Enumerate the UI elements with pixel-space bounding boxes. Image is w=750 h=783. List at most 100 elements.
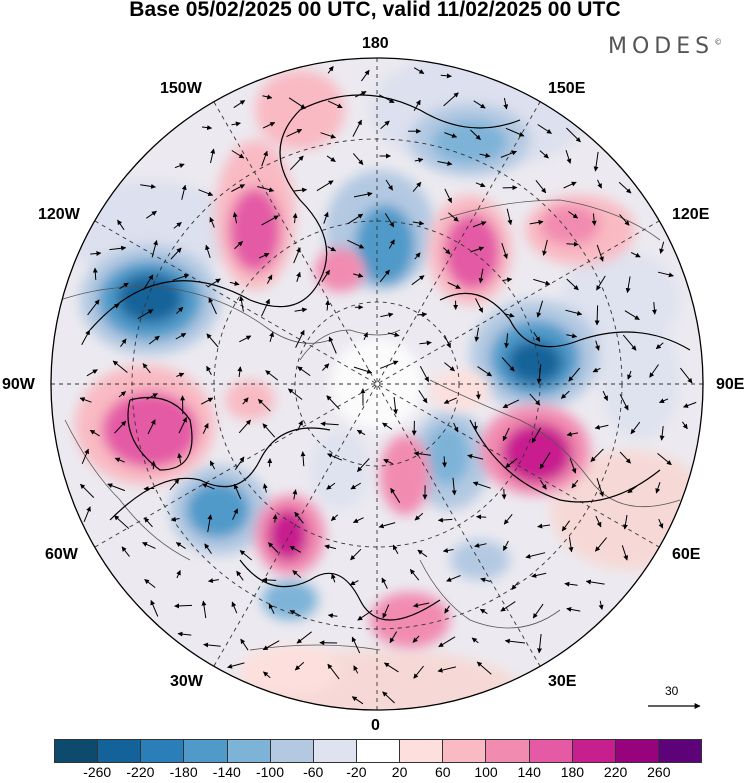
wind-arrow bbox=[272, 514, 278, 523]
wind-arrow bbox=[476, 514, 487, 520]
wind-arrow bbox=[618, 181, 632, 194]
wind-arrow bbox=[536, 364, 542, 384]
wind-arrow bbox=[203, 642, 221, 648]
wind-arrow bbox=[236, 570, 244, 581]
wind-arrow bbox=[502, 277, 513, 283]
wind-arrow bbox=[595, 340, 600, 351]
wind-arrow bbox=[296, 271, 301, 282]
wind-arrow bbox=[147, 419, 156, 435]
wind-arrow bbox=[385, 179, 394, 191]
wind-arrow bbox=[560, 390, 570, 399]
wind-arrow bbox=[627, 485, 638, 494]
wind-arrow bbox=[357, 458, 370, 472]
wind-arrow bbox=[140, 183, 156, 189]
wind-arrow bbox=[142, 274, 154, 291]
wind-arrow bbox=[322, 363, 330, 371]
modes-logo: MODES© bbox=[608, 34, 722, 59]
wind-arrow bbox=[413, 602, 430, 608]
wind-arrow bbox=[539, 452, 551, 470]
wind-arrow bbox=[568, 367, 581, 382]
wind-arrow bbox=[356, 429, 366, 436]
wind-arrow bbox=[444, 188, 452, 204]
wind-arrow bbox=[354, 91, 367, 98]
wind-arrow bbox=[571, 479, 579, 489]
wind-arrow bbox=[205, 244, 211, 259]
wind-arrow bbox=[294, 187, 308, 193]
map-title: Base 05/02/2025 00 UTC, valid 11/02/2025… bbox=[129, 0, 621, 21]
wind-arrow bbox=[351, 636, 361, 654]
wind-arrow bbox=[443, 92, 459, 107]
wind-arrow bbox=[110, 303, 120, 310]
graticule bbox=[51, 58, 703, 710]
wind-arrow bbox=[598, 600, 604, 610]
wind-arrow bbox=[537, 633, 543, 654]
wind-arrow bbox=[594, 305, 600, 326]
wind-arrow bbox=[655, 482, 661, 494]
wind-arrow bbox=[363, 331, 368, 341]
wind-arrow bbox=[177, 452, 183, 464]
negative-anomalies bbox=[80, 104, 680, 620]
wind-arrow bbox=[294, 307, 308, 313]
wind-arrow bbox=[142, 542, 156, 549]
wind-arrow bbox=[597, 179, 602, 189]
lon-label-90e: 90E bbox=[716, 376, 745, 393]
wind-arrow bbox=[266, 274, 273, 284]
wind-arrow bbox=[173, 222, 182, 229]
anomaly-field bbox=[51, 58, 703, 710]
wind-arrow bbox=[327, 66, 334, 74]
wind-arrow bbox=[144, 517, 153, 528]
wind-arrow bbox=[378, 522, 396, 529]
wind-arrow bbox=[265, 370, 279, 381]
colorbar-swatch bbox=[98, 740, 142, 762]
wind-arrow bbox=[500, 601, 516, 612]
colorbar-tick-label: -60 bbox=[303, 764, 324, 780]
wind-arrow bbox=[502, 540, 509, 551]
wind-arrow bbox=[474, 542, 487, 548]
wind-arrow bbox=[419, 365, 430, 383]
wind-arrow bbox=[382, 604, 390, 619]
colorbar-swatch bbox=[313, 740, 357, 762]
wind-arrow bbox=[347, 213, 364, 225]
wind-arrow bbox=[655, 342, 664, 350]
wind-arrow bbox=[443, 397, 457, 404]
colorbar-swatch bbox=[658, 740, 702, 762]
wind-arrow bbox=[657, 271, 674, 278]
wind-arrow bbox=[413, 67, 425, 75]
wind-arrow bbox=[170, 516, 180, 522]
wind-arrow bbox=[478, 268, 484, 284]
wind-arrow bbox=[569, 458, 577, 474]
colorbar-swatch bbox=[443, 740, 487, 762]
wind-arrow bbox=[208, 297, 217, 315]
wind-arrow bbox=[630, 252, 641, 258]
colorbar-tick-label: -220 bbox=[126, 764, 155, 780]
wind-arrow bbox=[442, 547, 454, 553]
wind-arrow bbox=[472, 481, 491, 489]
wind-arrow bbox=[413, 99, 421, 112]
wind-arrow bbox=[293, 247, 301, 264]
wind-arrow bbox=[649, 364, 659, 378]
wind-arrow bbox=[201, 483, 215, 490]
wind-arrow bbox=[537, 523, 551, 529]
wind-arrow bbox=[117, 219, 125, 231]
wind-arrow bbox=[176, 306, 184, 315]
wind-arrow bbox=[683, 401, 697, 408]
wind-arrow bbox=[201, 125, 213, 131]
wind-arrow bbox=[414, 157, 424, 163]
colorbar-tick-label: 180 bbox=[560, 764, 585, 780]
wind-arrow bbox=[529, 393, 541, 406]
wind-arrow bbox=[542, 239, 548, 256]
wind-arrow bbox=[353, 366, 373, 374]
wind-arrow bbox=[413, 665, 424, 679]
wind-arrow bbox=[240, 638, 249, 651]
wind-arrow bbox=[619, 214, 630, 226]
wind-arrow bbox=[389, 631, 398, 644]
wind-arrow bbox=[353, 272, 364, 278]
wind-arrow bbox=[446, 575, 461, 582]
wind-arrow bbox=[327, 613, 338, 619]
wind-arrow bbox=[92, 267, 98, 280]
lon-label-120e: 120E bbox=[672, 206, 710, 223]
wind-arrow bbox=[533, 332, 541, 342]
wind-arrow bbox=[381, 577, 388, 589]
wind-arrow bbox=[327, 663, 340, 680]
wind-arrow bbox=[324, 544, 337, 550]
